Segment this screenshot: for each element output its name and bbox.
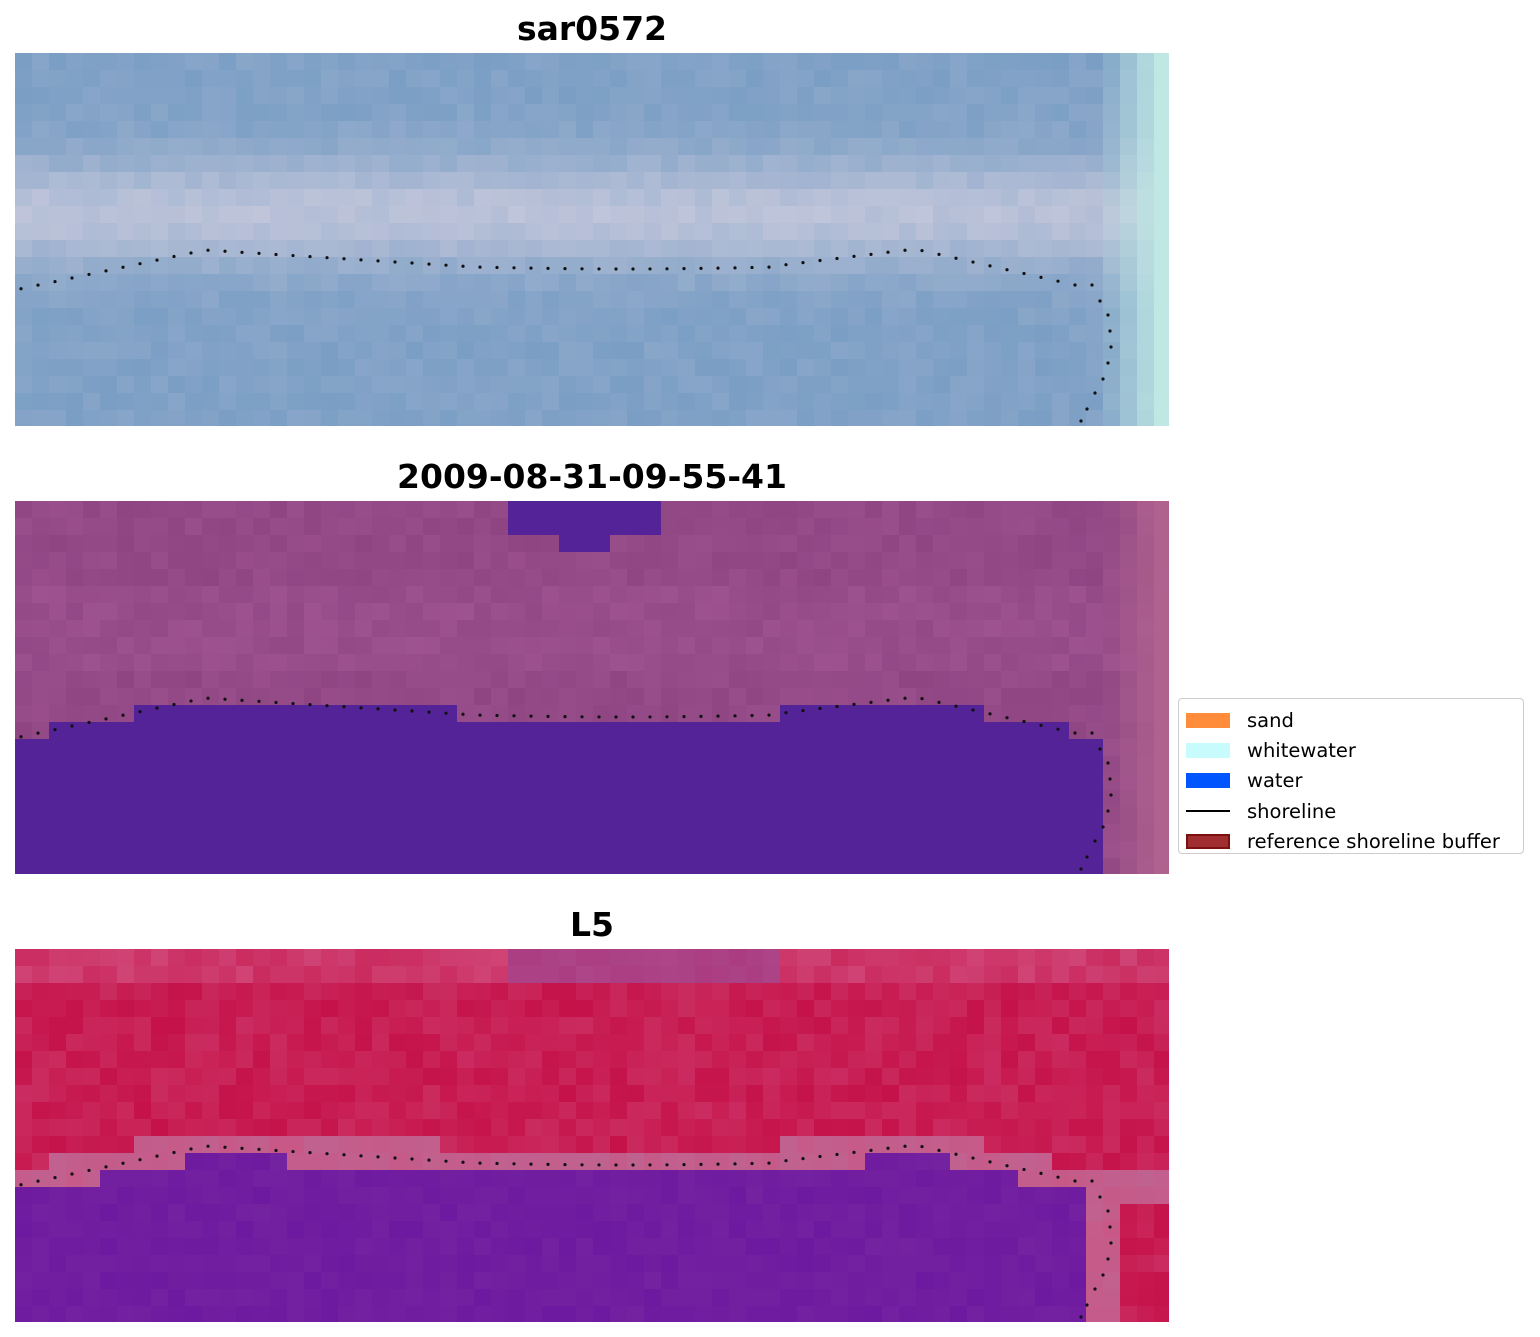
shoreline-dots (19, 1144, 1113, 1319)
rgb-satellite-image (15, 53, 1169, 426)
index-image-panel (15, 949, 1169, 1322)
whitewater-swatch (1186, 743, 1230, 759)
legend-item-shoreline: shoreline (1186, 796, 1516, 826)
legend-item-whitewater: whitewater (1186, 735, 1516, 765)
legend: sand whitewater water shoreline referenc… (1178, 698, 1524, 854)
legend-label: shoreline (1247, 799, 1337, 823)
water-swatch (1186, 773, 1230, 789)
legend-label: water (1247, 769, 1303, 793)
legend-item-water: water (1186, 766, 1516, 796)
classified-image-panel (15, 501, 1169, 874)
legend-label: reference shoreline buffer (1247, 830, 1500, 854)
shoreline-dots (19, 248, 1113, 423)
rgb-image-panel (15, 53, 1169, 426)
panel-title-classified: 2009-08-31-09-55-41 (397, 457, 787, 496)
legend-label: sand (1247, 708, 1294, 732)
sand-swatch (1186, 712, 1230, 728)
legend-item-sand: sand (1186, 705, 1516, 735)
panel-title-rgb: sar0572 (516, 9, 668, 48)
legend-label: whitewater (1247, 739, 1356, 763)
classified-image (15, 501, 1169, 874)
shoreline-line-swatch (1186, 810, 1230, 813)
shoreline-dots (19, 696, 1113, 871)
panel-title-index: L5 (570, 905, 614, 944)
reference-buffer-swatch (1186, 834, 1230, 850)
legend-item-reference-buffer: reference shoreline buffer (1186, 827, 1516, 857)
water-index-image (15, 949, 1169, 1322)
